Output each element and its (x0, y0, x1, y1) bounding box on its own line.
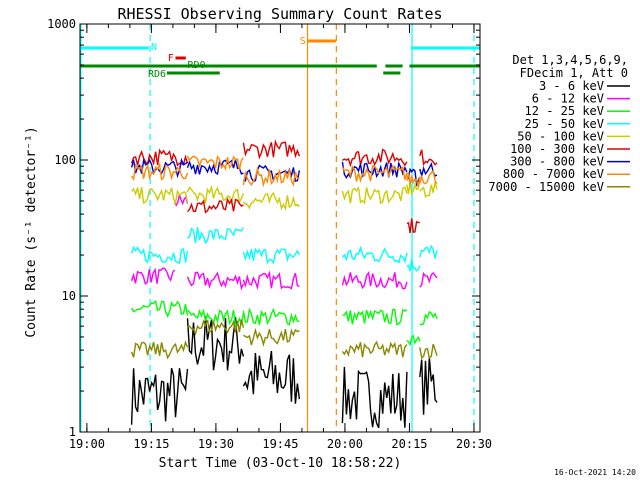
series-8-segment-0 (131, 161, 189, 182)
legend-label-2: 6 - 12 keV (532, 92, 604, 106)
series-3-segment-4 (406, 334, 421, 347)
series-5-segment-3 (341, 185, 408, 205)
footer-date: 16-Oct-2021 14:20 (554, 468, 636, 477)
y-tick-label-1: 10 (62, 289, 76, 303)
legend-label-1: 3 - 6 keV (539, 79, 604, 93)
series-3-segment-3 (342, 308, 408, 326)
y-axis-label: Count Rate (s⁻¹ detector⁻¹) (24, 126, 39, 337)
flag-label-n: N (151, 42, 157, 53)
series-4-segment-3 (341, 245, 408, 264)
legend-label-3: 12 - 25 keV (525, 104, 604, 118)
series-2-segment-5 (419, 271, 438, 288)
y-tick-label-0: 1 (69, 425, 76, 439)
series-7-segment-1 (186, 159, 244, 176)
series-2-segment-2 (186, 271, 245, 291)
series-4-segment-1 (187, 226, 245, 245)
series-6-segment-4 (406, 218, 420, 234)
series-8-segment-4 (406, 172, 421, 188)
x-tick-label-0: 19:00 (69, 437, 105, 451)
legend-label-9: 7000 - 15000 keV (488, 180, 604, 194)
series-6-segment-5 (419, 149, 438, 167)
flag-label-rd0: RD0 (188, 60, 206, 71)
series-2-segment-4 (341, 271, 408, 290)
series-5-segment-4 (406, 180, 421, 197)
series-3-segment-1 (187, 308, 245, 327)
series-1-segment-4 (419, 356, 438, 415)
series-3-segment-2 (242, 307, 300, 326)
legend-label-7: 300 - 800 keV (510, 155, 604, 169)
series-7-segment-0 (130, 157, 188, 179)
x-tick-label-2: 19:30 (198, 437, 234, 451)
x-tick-label-3: 19:45 (262, 437, 298, 451)
series-9-segment-1 (187, 319, 245, 336)
series-6-segment-1 (186, 197, 244, 214)
x-tick-label-4: 20:00 (327, 437, 363, 451)
series-3-segment-0 (130, 299, 189, 318)
x-tick-label-5: 20:15 (391, 437, 427, 451)
series-8-segment-1 (186, 155, 244, 172)
legend-header-1: Det 1,3,4,5,6,9, (512, 53, 628, 67)
legend: Det 1,3,4,5,6,9, FDecim 1, Att 0 3 - 6 k… (488, 53, 630, 194)
series-5-segment-5 (419, 181, 438, 198)
flag-label-s: S (300, 36, 306, 47)
legend-label-5: 50 - 100 keV (517, 129, 604, 143)
series-4-segment-5 (419, 244, 438, 259)
series-6-segment-2 (242, 139, 301, 160)
x-tick-label-6: 20:30 (456, 437, 492, 451)
series-8-segment-2 (242, 166, 300, 188)
series-1-segment-2 (242, 350, 301, 404)
flag-label-rd6: RD6 (148, 69, 166, 80)
series-5-segment-1 (186, 184, 245, 206)
series-2-segment-3 (242, 270, 300, 291)
y-tick-label-2: 100 (54, 153, 76, 167)
flag-label-f: F (168, 53, 174, 64)
y-tick-label-3: 1000 (47, 17, 76, 31)
series-8-segment-5 (419, 169, 438, 185)
x-axis-label: Start Time (03-Oct-10 18:58:22) (159, 456, 402, 471)
series-6-segment-3 (342, 148, 408, 168)
series-6-segment-0 (130, 148, 189, 167)
x-tick-label-1: 19:15 (133, 437, 169, 451)
legend-label-4: 25 - 50 keV (525, 117, 604, 131)
legend-header-2: FDecim 1, Att 0 (520, 66, 628, 80)
series-4-segment-4 (406, 258, 421, 272)
chart-title: RHESSI Observing Summary Count Rates (117, 5, 442, 23)
series-4-segment-0 (130, 245, 189, 265)
series-3-segment-5 (419, 310, 438, 326)
legend-label-8: 800 - 7000 keV (503, 167, 604, 181)
legend-label-6: 100 - 300 keV (510, 142, 604, 156)
series-5-segment-0 (131, 187, 189, 206)
series-5-segment-2 (242, 191, 300, 211)
series-8-segment-3 (341, 164, 408, 184)
series-9-segment-2 (243, 327, 300, 347)
series-9-segment-0 (130, 340, 189, 360)
series-1-segment-3 (341, 366, 408, 429)
series-9-segment-4 (419, 343, 438, 360)
series-4-segment-2 (242, 247, 301, 265)
series-2-segment-0 (130, 267, 176, 285)
series-2-segment-1 (173, 194, 189, 207)
series-9-segment-3 (341, 340, 408, 358)
series-1-segment-0 (130, 368, 189, 425)
